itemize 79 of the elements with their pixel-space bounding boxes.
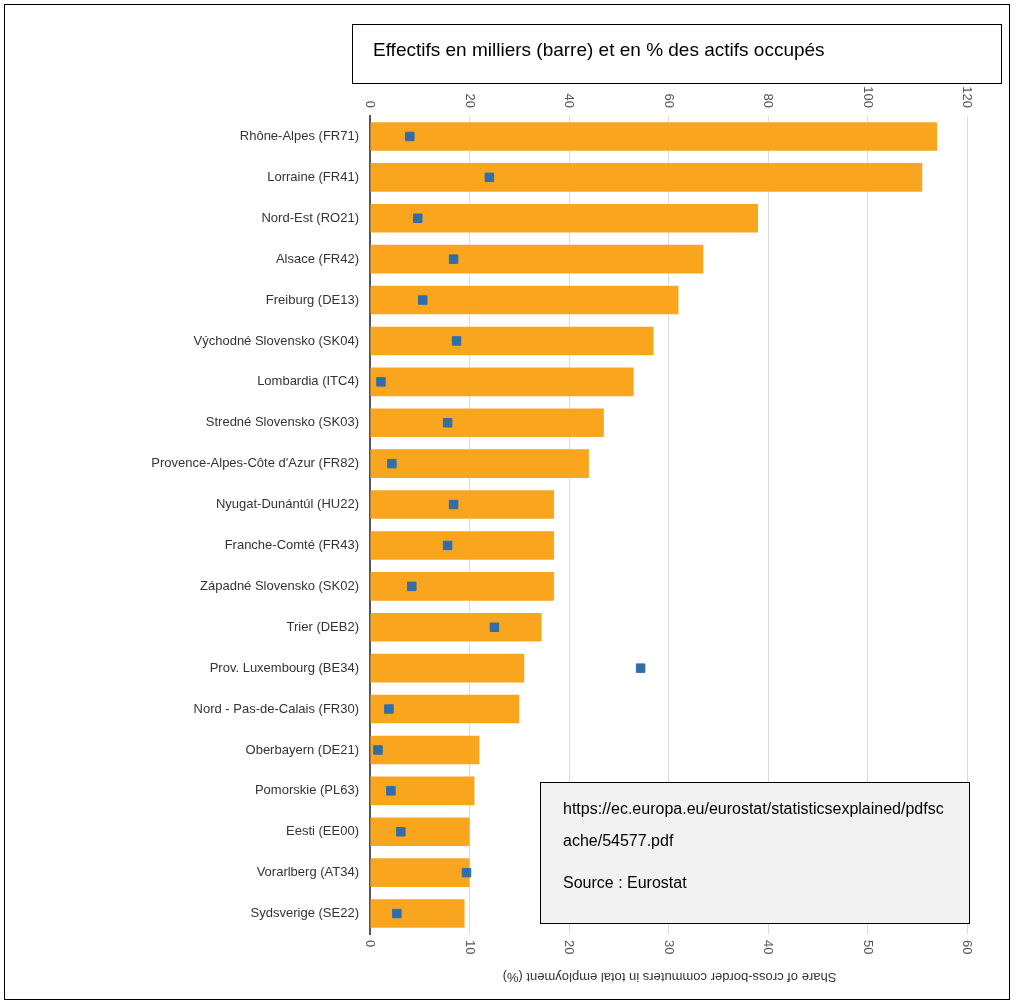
- bar: [370, 776, 475, 806]
- point: [442, 418, 453, 428]
- bar: [370, 122, 938, 151]
- annotation: https://ec.europa.eu/eurostat/statisticsexplained/pdfscache/54577.pdf: [563, 799, 945, 851]
- bar: [370, 408, 604, 438]
- bar: [370, 735, 480, 765]
- point: [635, 663, 646, 673]
- x-tick-label: 0: [363, 100, 379, 108]
- y-tick-label: Vorarlberg (AT34): [256, 864, 359, 880]
- y-tick-label: Franche-Comté (FR43): [224, 537, 359, 553]
- bar: [370, 490, 555, 519]
- bar: [370, 817, 470, 847]
- point: [489, 622, 500, 632]
- bar: [370, 694, 520, 724]
- chart-title: Effectifs en milliers (barre) et en % des actifs occupés: [352, 24, 1002, 84]
- point: [384, 704, 394, 714]
- point: [413, 213, 423, 223]
- x2-tick-label: 10: [462, 940, 478, 955]
- bar: [370, 244, 704, 274]
- bar: [370, 653, 525, 683]
- bar: [370, 285, 679, 315]
- point: [376, 377, 386, 387]
- x2-tick-label: 60: [960, 940, 976, 955]
- bar: [370, 203, 759, 233]
- bar: [370, 449, 589, 478]
- y-tick-label: Stredné Slovensko (SK03): [205, 414, 359, 430]
- x2-tick-label: 20: [562, 940, 578, 955]
- bar: [370, 572, 555, 601]
- y-tick-label: Eesti (EE00): [286, 823, 359, 839]
- point: [392, 908, 402, 919]
- bar: [370, 899, 465, 928]
- x-tick-label: 100: [860, 86, 876, 108]
- x-tick-label: 60: [661, 93, 677, 108]
- point: [386, 786, 396, 796]
- source-box: https://ec.europa.eu/eurostat/statisticsexplained/pdfscache/54577.pdf Source : Eurostat: [540, 782, 970, 924]
- bar: [370, 163, 923, 192]
- point: [448, 499, 459, 510]
- point: [461, 867, 472, 878]
- point: [387, 458, 397, 469]
- y-tick-label: Nord - Pas-de-Calais (FR30): [193, 700, 359, 716]
- x2-tick-label: 50: [860, 940, 876, 955]
- y-tick-label: Lorraine (FR41): [267, 168, 359, 184]
- y-tick-label: Oberbayern (DE21): [245, 741, 359, 757]
- x2-axis-title: Share of cross-border commuters in total employment (%): [501, 970, 838, 985]
- y-tick-label: Prov. Luxembourg (BE34): [209, 659, 359, 675]
- bar: [370, 858, 470, 887]
- point: [373, 745, 383, 755]
- y-tick-label: Alsace (FR42): [275, 250, 359, 266]
- x2-tick-label: 40: [761, 940, 777, 955]
- y-tick-label: Nyugat-Dunántúl (HU22): [215, 496, 359, 512]
- y-tick-label: Provence-Alpes-Côte d'Azur (FR82): [151, 455, 359, 471]
- y-tick-label: Východné Slovensko (SK04): [193, 332, 359, 348]
- point: [407, 581, 417, 592]
- point: [396, 827, 406, 837]
- x-tick-label: 80: [761, 93, 777, 108]
- x-tick-label: 40: [562, 93, 578, 108]
- point: [405, 131, 415, 142]
- y-tick-label: Lombardia (ITC4): [257, 373, 359, 389]
- bar: [370, 326, 654, 356]
- y-tick-label: Pomorskie (PL63): [254, 782, 359, 798]
- point: [484, 172, 495, 183]
- point: [451, 336, 462, 346]
- bar: [370, 612, 542, 642]
- y-tick-label: Nord-Est (RO21): [261, 209, 359, 225]
- x-tick-label: 120: [960, 86, 976, 108]
- x2-tick-label: 30: [661, 940, 677, 955]
- point: [442, 540, 453, 551]
- annotation: Source : Eurostat: [563, 873, 688, 893]
- bar: [370, 531, 555, 560]
- y-tick-label: Rhône-Alpes (FR71): [239, 128, 359, 144]
- bar: [370, 367, 634, 397]
- x-tick-label: 20: [462, 93, 478, 108]
- y-tick-label: Trier (DEB2): [286, 618, 359, 634]
- y-tick-label: Sydsverige (SE22): [250, 905, 359, 921]
- y-tick-label: Západné Slovensko (SK02): [200, 577, 359, 593]
- y-tick-label: Freiburg (DE13): [265, 291, 359, 307]
- point: [417, 295, 428, 305]
- x2-tick-label: 0: [363, 940, 379, 948]
- point: [448, 254, 459, 264]
